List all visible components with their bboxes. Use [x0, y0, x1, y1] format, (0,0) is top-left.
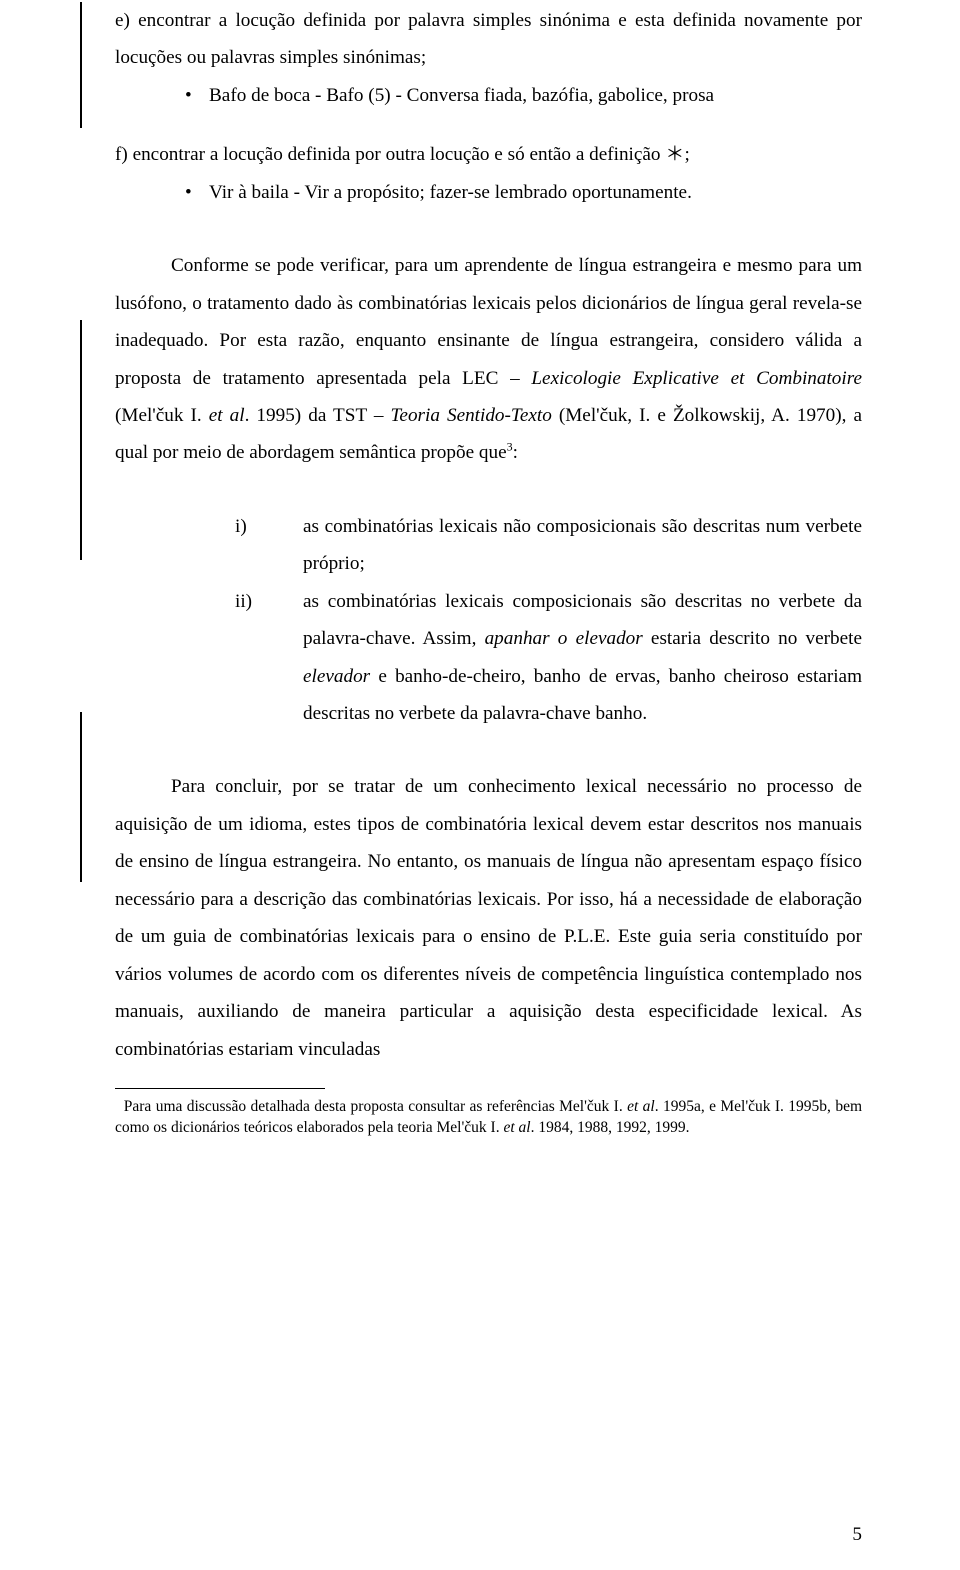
bullet-text: Vir à baila - Vir a propósito; fazer-se …	[209, 174, 862, 211]
roman-label: i)	[235, 508, 303, 583]
roman-body: as combinatórias lexicais não composicio…	[303, 508, 862, 583]
bullet-item: • Bafo de boca - Bafo (5) - Conversa fia…	[185, 77, 862, 114]
roman-item-ii: ii) as combinatórias lexicais composicio…	[235, 583, 862, 733]
page-number: 5	[852, 1524, 862, 1546]
roman-body: as combinatórias lexicais composicionais…	[303, 583, 862, 733]
revision-bar	[80, 712, 82, 882]
section-e: e) encontrar a locução definida por pala…	[115, 0, 862, 114]
revision-bar	[80, 320, 82, 560]
document-page: e) encontrar a locução definida por pala…	[0, 0, 960, 1570]
bullet-text: Bafo de boca - Bafo (5) - Conversa fiada…	[209, 77, 862, 114]
bullet-item: • Vir à baila - Vir a propósito; fazer-s…	[185, 174, 862, 211]
section-e-lead: e) encontrar a locução definida por pala…	[115, 2, 862, 77]
bullet-icon: •	[185, 174, 209, 211]
section-f: f) encontrar a locução definida por outr…	[115, 136, 862, 211]
revision-bar	[80, 2, 82, 128]
roman-list: i) as combinatórias lexicais não composi…	[235, 508, 862, 733]
paragraph-1: Conforme se pode verificar, para um apre…	[115, 247, 862, 472]
roman-label: ii)	[235, 583, 303, 733]
footnote-rule	[115, 1088, 325, 1089]
paragraph-1-text: Conforme se pode verificar, para um apre…	[115, 247, 862, 472]
bullet-icon: •	[185, 77, 209, 114]
section-f-lead: f) encontrar a locução definida por outr…	[115, 136, 862, 173]
footnote-text: Para uma discussão detalhada desta propo…	[115, 1097, 862, 1139]
roman-item-i: i) as combinatórias lexicais não composi…	[235, 508, 862, 583]
paragraph-conclusion-text: Para concluir, por se tratar de um conhe…	[115, 768, 862, 1068]
paragraph-conclusion: Para concluir, por se tratar de um conhe…	[115, 768, 862, 1068]
